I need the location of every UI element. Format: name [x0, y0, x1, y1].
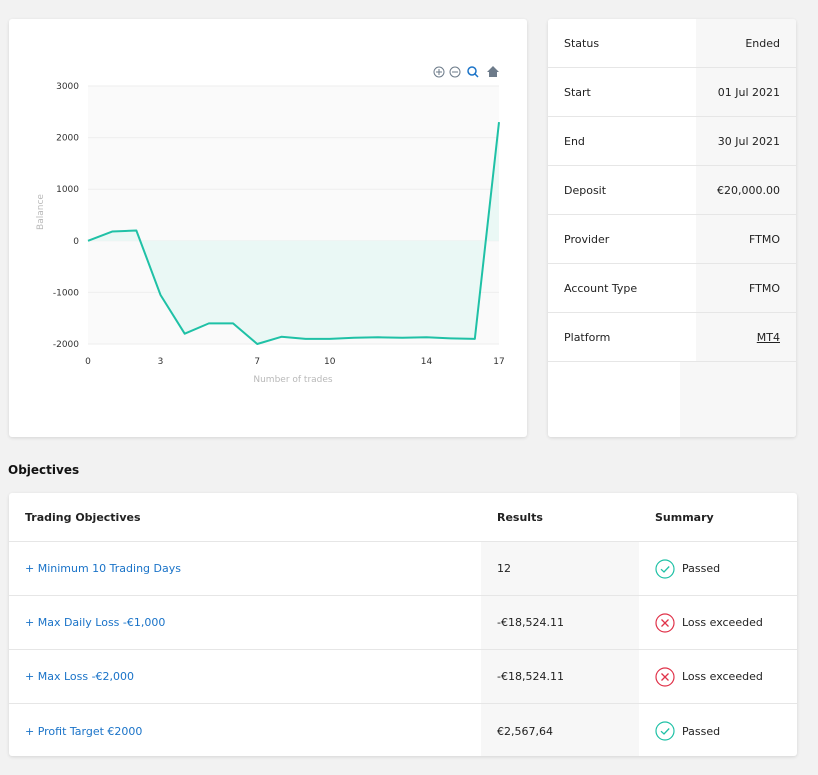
x-circle-icon [655, 612, 675, 633]
x-tick-label: 14 [421, 357, 433, 367]
y-tick-label: -2000 [53, 340, 79, 350]
balance-chart: 3000 2000 1000 0 -1000 -2000 0 3 7 10 14 17 Balance… [36, 66, 505, 385]
x-tick-label: 7 [254, 357, 260, 367]
objectives-table: Trading Objectives Results Summary + Min… [9, 493, 797, 756]
info-value: FTMO [696, 264, 796, 312]
info-value: 30 Jul 2021 [696, 117, 796, 165]
y-tick-label: -1000 [53, 288, 79, 298]
platform-link[interactable]: MT4 [756, 330, 780, 344]
info-row-provider: Provider FTMO [548, 215, 796, 264]
table-header-row: Trading Objectives Results Summary [9, 493, 797, 542]
objective-summary: Passed [682, 724, 721, 738]
table-row: + Max Loss -€2,000 -€18,524.11 Loss exce… [9, 650, 797, 704]
info-label: Account Type [548, 264, 696, 312]
info-row-platform: Platform MT4 [548, 313, 796, 362]
objective-link[interactable]: + Minimum 10 Trading Days [25, 562, 181, 575]
objective-result: €2,567,64 [481, 704, 639, 756]
y-tick-label: 1000 [56, 185, 79, 195]
objective-result: -€18,524.11 [481, 650, 639, 703]
x-tick-label: 3 [158, 357, 164, 367]
magnifier-icon[interactable] [467, 66, 479, 78]
x-tick-label: 0 [85, 357, 91, 367]
y-axis-label: Balance [36, 194, 46, 230]
account-info-card: Status Ended Start 01 Jul 2021 End 30 Ju… [548, 19, 796, 437]
plot-area: 3000 2000 1000 0 -1000 -2000 0 3 7 10 14 17 [53, 82, 505, 367]
objective-link[interactable]: + Max Loss -€2,000 [25, 670, 135, 683]
table-row: + Minimum 10 Trading Days 12 Passed [9, 542, 797, 596]
y-tick-label: 2000 [56, 134, 79, 144]
info-value: 01 Jul 2021 [696, 68, 796, 116]
info-filler [548, 362, 796, 437]
info-value: €20,000.00 [696, 166, 796, 214]
table-row: + Max Daily Loss -€1,000 -€18,524.11 Los… [9, 596, 797, 650]
objective-result: -€18,524.11 [481, 596, 639, 649]
y-tick-label: 0 [73, 237, 79, 247]
x-circle-icon [655, 666, 675, 687]
header-results: Results [497, 510, 543, 524]
series-line [87, 122, 500, 345]
check-circle-icon [655, 558, 675, 579]
table-row: + Profit Target €2000 €2,567,64 Passed [9, 704, 797, 756]
info-label: Status [548, 19, 696, 67]
info-label: Platform [548, 313, 696, 361]
x-tick-label: 17 [493, 357, 504, 367]
series-area [88, 122, 499, 345]
objective-link[interactable]: + Profit Target €2000 [25, 724, 143, 738]
info-row-status: Status Ended [548, 19, 796, 68]
y-tick-label: 3000 [56, 82, 79, 92]
info-value: FTMO [696, 215, 796, 263]
info-row-account-type: Account Type FTMO [548, 264, 796, 313]
objective-summary: Loss exceeded [682, 616, 763, 629]
x-axis-label: Number of trades [253, 375, 333, 385]
info-label: Provider [548, 215, 696, 263]
objective-summary: Loss exceeded [682, 670, 763, 683]
chart-toolbar [433, 66, 499, 78]
header-trading-objectives: Trading Objectives [25, 510, 141, 524]
objective-link[interactable]: + Max Daily Loss -€1,000 [25, 616, 166, 629]
objective-summary: Passed [682, 562, 721, 575]
zoom-in-icon[interactable] [433, 66, 445, 78]
x-tick-label: 10 [324, 357, 336, 367]
info-label: Start [548, 68, 696, 116]
info-row-end: End 30 Jul 2021 [548, 117, 796, 166]
balance-chart-card: 3000 2000 1000 0 -1000 -2000 0 3 7 10 14 17 Balance… [9, 19, 527, 437]
info-label: Deposit [548, 166, 696, 214]
info-row-deposit: Deposit €20,000.00 [548, 166, 796, 215]
info-value: Ended [696, 19, 796, 67]
check-circle-icon [655, 721, 675, 741]
home-icon[interactable] [487, 66, 499, 77]
info-value: MT4 [696, 313, 796, 361]
objective-result: 12 [481, 542, 639, 595]
objectives-title: Objectives [8, 463, 80, 477]
info-label: End [548, 117, 696, 165]
info-row-start: Start 01 Jul 2021 [548, 68, 796, 117]
zoom-out-icon[interactable] [449, 66, 461, 78]
header-summary: Summary [655, 510, 714, 524]
